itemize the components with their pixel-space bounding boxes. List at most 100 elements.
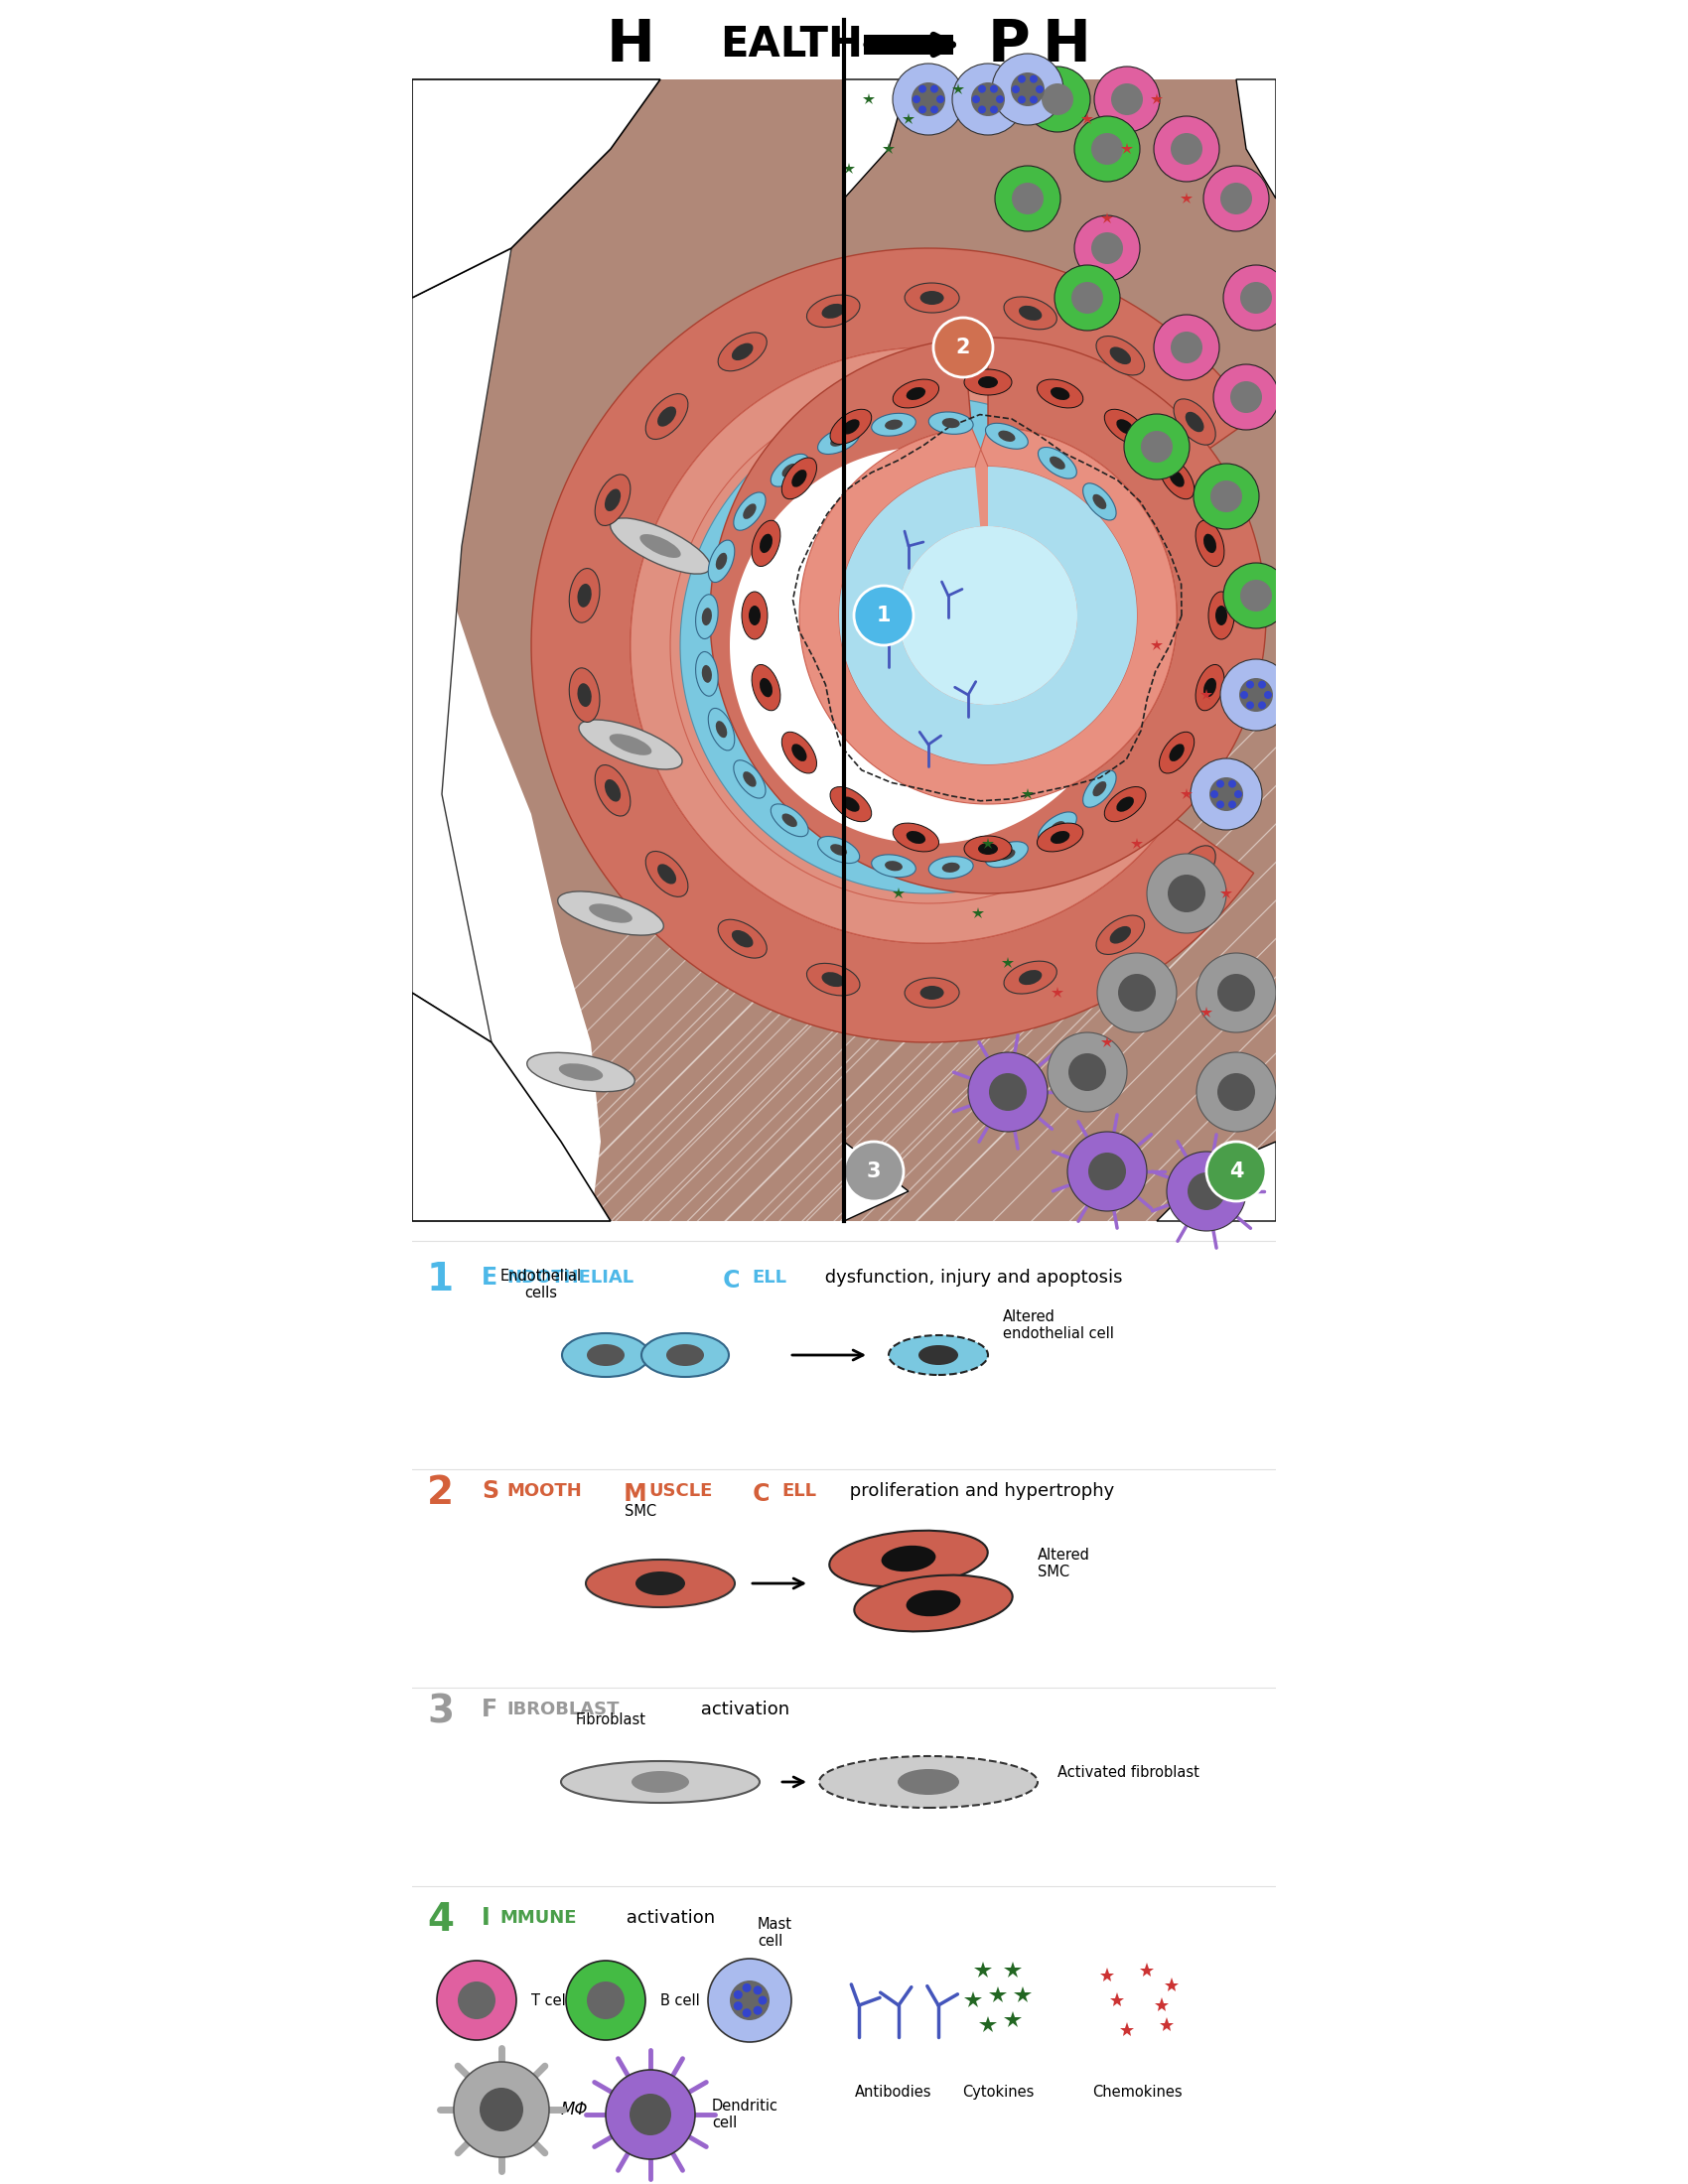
Text: 2: 2 (955, 339, 971, 358)
Circle shape (1210, 480, 1242, 513)
Ellipse shape (822, 304, 846, 319)
Circle shape (630, 2094, 672, 2136)
Circle shape (1231, 382, 1263, 413)
Polygon shape (412, 994, 611, 1221)
Text: M: M (616, 1483, 647, 1507)
Polygon shape (711, 339, 1266, 893)
Circle shape (918, 85, 927, 94)
Ellipse shape (1195, 520, 1224, 566)
Text: activation: activation (695, 1701, 790, 1719)
Ellipse shape (842, 797, 859, 812)
Text: B cell: B cell (660, 1992, 701, 2007)
Text: 4: 4 (1229, 1162, 1244, 1182)
Ellipse shape (1204, 533, 1217, 553)
Circle shape (1229, 780, 1236, 788)
Polygon shape (844, 79, 1276, 1221)
Circle shape (1258, 701, 1266, 710)
Text: 1: 1 (427, 1260, 454, 1299)
Ellipse shape (906, 1590, 960, 1616)
Circle shape (743, 1983, 751, 1992)
Ellipse shape (920, 985, 944, 1000)
Circle shape (854, 585, 913, 644)
Circle shape (1246, 681, 1254, 688)
Text: ELL: ELL (782, 1483, 817, 1500)
Text: Altered
SMC: Altered SMC (1038, 1548, 1090, 1579)
Circle shape (1141, 430, 1173, 463)
Polygon shape (844, 1142, 908, 1221)
Ellipse shape (1109, 347, 1131, 365)
Ellipse shape (557, 891, 663, 935)
Circle shape (996, 96, 1004, 103)
Ellipse shape (998, 430, 1014, 441)
Ellipse shape (906, 830, 925, 843)
Ellipse shape (888, 1334, 987, 1376)
Ellipse shape (641, 1332, 729, 1376)
Ellipse shape (898, 1769, 959, 1795)
Text: 3: 3 (427, 1693, 454, 1730)
Ellipse shape (609, 734, 652, 756)
Circle shape (1090, 232, 1123, 264)
Circle shape (1011, 183, 1043, 214)
Circle shape (893, 63, 964, 135)
Text: MOOTH: MOOTH (506, 1483, 582, 1500)
Ellipse shape (1050, 387, 1070, 400)
Circle shape (1258, 681, 1266, 688)
Ellipse shape (1050, 821, 1065, 834)
Ellipse shape (559, 1064, 603, 1081)
Ellipse shape (807, 295, 859, 328)
Circle shape (1067, 1131, 1146, 1212)
Circle shape (437, 1961, 517, 2040)
Circle shape (1168, 874, 1205, 913)
Text: Mast
cell: Mast cell (758, 1918, 792, 1948)
Circle shape (707, 1959, 792, 2042)
Ellipse shape (881, 1546, 935, 1572)
Ellipse shape (640, 535, 680, 557)
Text: dysfunction, injury and apoptosis: dysfunction, injury and apoptosis (819, 1269, 1123, 1286)
Circle shape (729, 1981, 770, 2020)
Ellipse shape (741, 592, 768, 640)
Ellipse shape (1170, 470, 1185, 487)
Text: C: C (716, 1269, 741, 1293)
Circle shape (1030, 74, 1038, 83)
Ellipse shape (631, 1771, 689, 1793)
Circle shape (1204, 166, 1269, 232)
Circle shape (1146, 854, 1225, 933)
Ellipse shape (645, 393, 689, 439)
Circle shape (1055, 264, 1121, 330)
Ellipse shape (577, 583, 591, 607)
Ellipse shape (760, 677, 773, 697)
Circle shape (989, 1072, 1026, 1112)
Circle shape (1074, 116, 1139, 181)
Ellipse shape (920, 290, 944, 306)
Ellipse shape (594, 764, 630, 817)
Circle shape (1224, 264, 1290, 330)
Ellipse shape (885, 860, 903, 871)
Ellipse shape (1036, 823, 1084, 852)
Ellipse shape (942, 863, 960, 874)
Circle shape (1234, 791, 1242, 797)
Ellipse shape (1104, 786, 1146, 821)
Circle shape (1220, 660, 1291, 732)
Circle shape (1207, 1142, 1266, 1201)
Ellipse shape (898, 526, 1077, 705)
Ellipse shape (1209, 592, 1234, 640)
Ellipse shape (885, 419, 903, 430)
Circle shape (1025, 66, 1090, 131)
Ellipse shape (1204, 677, 1217, 697)
Ellipse shape (1185, 858, 1204, 878)
Ellipse shape (905, 284, 959, 312)
Ellipse shape (702, 607, 712, 625)
Polygon shape (800, 426, 1177, 804)
Ellipse shape (695, 594, 717, 640)
Circle shape (1117, 974, 1156, 1011)
Circle shape (1089, 1153, 1126, 1190)
Text: Endothelial
cells: Endothelial cells (500, 1269, 582, 1299)
Circle shape (1124, 415, 1190, 480)
Circle shape (734, 1990, 743, 1998)
Ellipse shape (717, 919, 766, 959)
Circle shape (1209, 778, 1242, 810)
Circle shape (457, 1981, 496, 2020)
Text: ELL: ELL (751, 1269, 787, 1286)
Ellipse shape (604, 489, 621, 511)
Ellipse shape (830, 408, 871, 443)
